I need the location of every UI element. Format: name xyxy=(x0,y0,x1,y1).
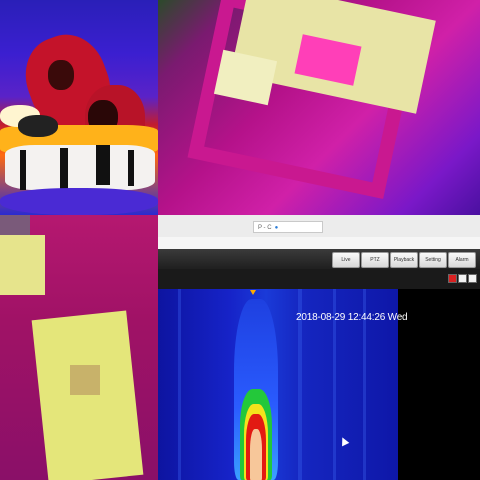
heat-region xyxy=(48,60,74,90)
live-toolbar xyxy=(158,269,480,289)
alarm-icon[interactable] xyxy=(448,274,457,283)
dark-shape xyxy=(128,150,134,186)
tab-setting-label: Setting xyxy=(425,257,441,263)
thermal-flame-image xyxy=(0,0,158,215)
tab-live[interactable]: Live xyxy=(332,252,360,268)
noise-streak xyxy=(363,289,366,480)
heat-region xyxy=(31,310,144,480)
tab-ptz-label: PTZ xyxy=(370,257,380,263)
main-nav: Live PTZ Playback Setting Alarm xyxy=(158,249,480,269)
flame-hotspot xyxy=(250,429,262,480)
thermal-yellow-image xyxy=(0,215,158,480)
heat-region xyxy=(0,235,45,295)
dark-shape xyxy=(96,145,110,185)
live-video[interactable] xyxy=(158,289,398,480)
heat-region xyxy=(0,215,30,235)
dark-shape xyxy=(20,150,26,190)
noise-streak xyxy=(298,289,302,480)
address-bar[interactable]: P - C ● xyxy=(253,221,323,233)
dark-shape xyxy=(60,148,68,190)
heat-region xyxy=(70,365,100,395)
browser-chrome: P - C ● xyxy=(158,215,480,238)
tab-alarm[interactable]: Alarm xyxy=(448,252,476,268)
video-timestamp: 2018-08-29 12:44:26 Wed xyxy=(296,312,408,323)
tab-setting[interactable]: Setting xyxy=(419,252,447,268)
tab-live-label: Live xyxy=(341,257,351,263)
tab-playback[interactable]: Playback xyxy=(390,252,418,268)
heat-region xyxy=(0,188,158,215)
thermal-magenta-image xyxy=(158,0,480,215)
position-marker-icon xyxy=(250,290,256,295)
address-text: P - C xyxy=(258,225,272,231)
browser-strip xyxy=(158,237,480,249)
window-icon[interactable] xyxy=(458,274,467,283)
camera-web-client: P - C ● Live PTZ Playback Setting Alarm 2… xyxy=(158,215,480,480)
tab-ptz[interactable]: PTZ xyxy=(361,252,389,268)
tab-alarm-label: Alarm xyxy=(455,257,469,263)
split-icon[interactable] xyxy=(468,274,477,283)
noise-streak xyxy=(178,289,181,480)
heat-region xyxy=(18,115,58,137)
tab-playback-label: Playback xyxy=(393,257,415,263)
globe-icon: ● xyxy=(274,225,279,231)
noise-streak xyxy=(333,289,336,480)
